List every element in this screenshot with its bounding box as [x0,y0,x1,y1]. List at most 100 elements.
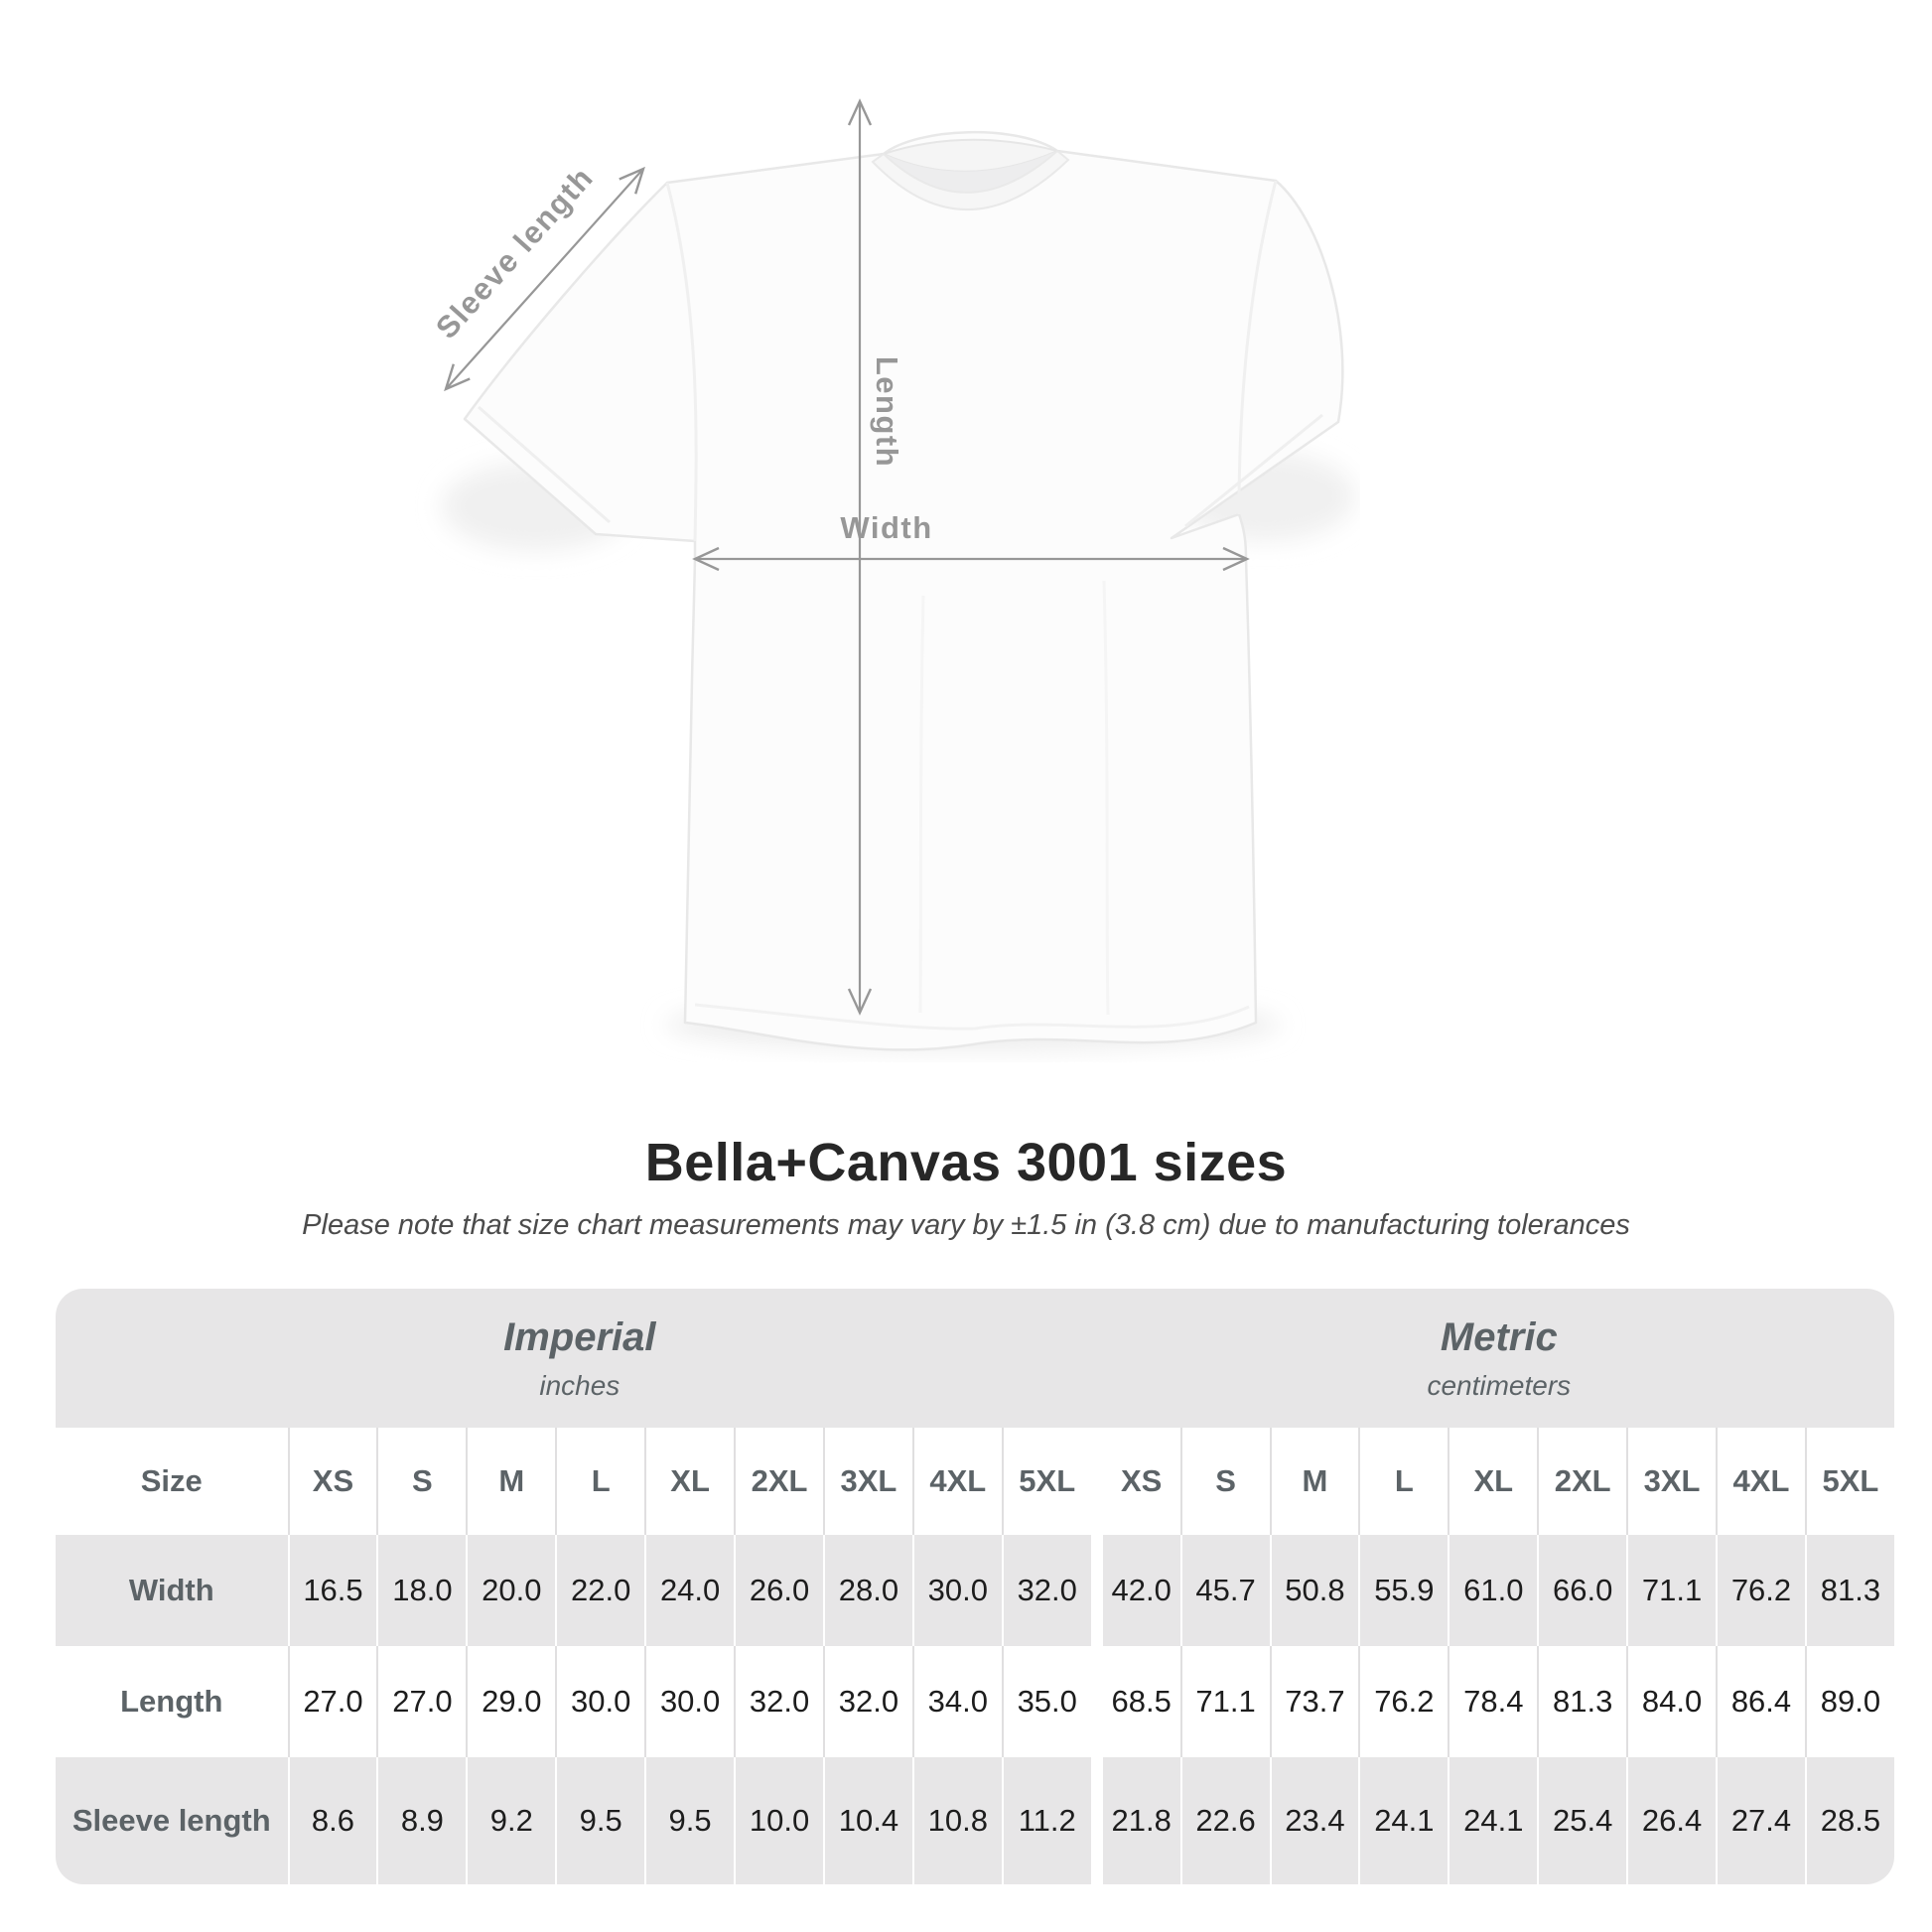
value-cell-metric: 26.4 [1626,1757,1716,1884]
value-cell-metric: 68.5 [1090,1646,1180,1757]
value-cell-metric: 78.4 [1448,1646,1537,1757]
value-cell-imperial: 28.0 [822,1535,912,1646]
length-label: Length [870,356,904,468]
value-cell-imperial: 27.0 [287,1646,377,1757]
value-cell-imperial: 26.0 [734,1535,823,1646]
value-cell-imperial: 9.5 [555,1757,644,1884]
size-header-metric-2xl: 2XL [1537,1428,1626,1535]
drape-fold [918,595,925,1014]
imperial-unit-label: inches [539,1369,621,1401]
value-cell-imperial: 24.0 [644,1535,734,1646]
tshirt-measurement-diagram: Sleeve length Length Width [429,98,1355,1051]
imperial-group-label: Imperial [503,1314,656,1359]
value-cell-imperial: 10.4 [822,1757,912,1884]
heading-block: Bella+Canvas 3001 sizes Please note that… [0,1132,1932,1242]
value-cell-metric: 22.6 [1179,1757,1270,1884]
width-row-label: Width [128,1573,214,1607]
length-row: Length 27.0 27.0 29.0 30.0 30.0 32.0 32.0 34.0 3… [56,1646,1894,1757]
size-header-imperial-xl: XL [644,1428,734,1535]
value-cell-imperial: 29.0 [466,1646,555,1757]
value-cell-metric: 86.4 [1716,1646,1805,1757]
left-armhole-seam [665,182,698,542]
imperial-group-header: Imperial inches [56,1289,1104,1428]
value-cell-imperial: 32.0 [734,1646,823,1757]
size-header-metric-xl: XL [1448,1428,1537,1535]
size-header-metric-m: M [1269,1428,1359,1535]
value-cell-metric: 84.0 [1626,1646,1716,1757]
page-title: Bella+Canvas 3001 sizes [644,1133,1288,1192]
hem-fold [694,1003,1250,1031]
unit-group-band: Imperial inches Metric centimeters [56,1289,1894,1428]
value-cell-imperial: 9.5 [644,1757,734,1884]
value-cell-imperial: 10.8 [911,1757,1002,1884]
value-cell-metric: 76.2 [1716,1535,1805,1646]
sleeve-length-arrow [444,166,645,392]
value-cell-metric: 76.2 [1358,1646,1448,1757]
value-cell-imperial: 11.2 [1001,1757,1091,1884]
value-cell-imperial: 27.0 [376,1646,466,1757]
value-cell-metric: 23.4 [1269,1757,1359,1884]
size-header-metric-xs: XS [1090,1428,1180,1535]
value-cell-metric: 89.0 [1804,1646,1894,1757]
value-cell-metric: 50.8 [1269,1535,1359,1646]
metric-group-header: Metric centimeters [1104,1289,1894,1428]
width-label: Width [840,510,932,545]
size-header-metric-s: S [1179,1428,1270,1535]
value-cell-metric: 45.7 [1179,1535,1270,1646]
tshirt-silhouette [463,131,1344,1051]
size-header-imperial-m: M [466,1428,555,1535]
value-cell-metric: 71.1 [1626,1535,1716,1646]
value-cell-imperial: 8.9 [376,1757,466,1884]
value-cell-metric: 73.7 [1269,1646,1359,1757]
length-row-label: Length [120,1684,223,1719]
size-header-imperial-s: S [376,1428,466,1535]
page-subtitle: Please note that size chart measurements… [302,1209,1630,1241]
size-header-metric-5xl: 5XL [1804,1428,1894,1535]
value-cell-metric: 81.3 [1804,1535,1894,1646]
value-cell-metric: 42.0 [1090,1535,1180,1646]
value-cell-metric: 27.4 [1716,1757,1805,1884]
size-header-imperial-4xl: 4XL [911,1428,1002,1535]
value-cell-imperial: 9.2 [466,1757,555,1884]
right-cuff-fold [1184,413,1323,528]
metric-unit-label: centimeters [1427,1369,1572,1401]
size-row-header: Size [140,1463,203,1498]
value-cell-metric: 81.3 [1537,1646,1626,1757]
value-cell-imperial: 18.0 [376,1535,466,1646]
size-header-imperial-xs: XS [287,1428,377,1535]
size-header-metric-3xl: 3XL [1626,1428,1716,1535]
value-cell-imperial: 32.0 [822,1646,912,1757]
value-cell-metric: 66.0 [1537,1535,1626,1646]
size-table: Imperial inches Metric centimeters Size … [56,1289,1894,1884]
size-header-imperial-l: L [555,1428,644,1535]
sleeve-row-label: Sleeve length [71,1803,271,1838]
size-header-imperial-2xl: 2XL [734,1428,823,1535]
size-header-imperial-5xl: 5XL [1001,1428,1091,1535]
value-cell-imperial: 32.0 [1001,1535,1091,1646]
size-header-imperial-3xl: 3XL [822,1428,912,1535]
value-cell-metric: 24.1 [1358,1757,1448,1884]
value-cell-metric: 25.4 [1537,1757,1626,1884]
value-cell-metric: 71.1 [1179,1646,1270,1757]
left-cuff-fold [478,405,611,524]
value-cell-imperial: 30.0 [555,1646,644,1757]
size-header-metric-4xl: 4XL [1716,1428,1805,1535]
value-cell-imperial: 8.6 [287,1757,377,1884]
size-header-row: Size XS S M L XL 2XL 3XL 4XL 5XL XS S M L XL 2XL 3XL 4XL… [56,1428,1894,1535]
value-cell-imperial: 34.0 [911,1646,1002,1757]
value-cell-metric: 61.0 [1448,1535,1537,1646]
value-cell-imperial: 30.0 [911,1535,1002,1646]
value-cell-imperial: 10.0 [734,1757,823,1884]
value-cell-imperial: 20.0 [466,1535,555,1646]
drape-fold [1102,580,1110,1016]
size-header-metric-l: L [1358,1428,1448,1535]
metric-group-label: Metric [1440,1314,1558,1359]
value-cell-imperial: 16.5 [287,1535,377,1646]
value-cell-metric: 21.8 [1090,1757,1180,1884]
value-cell-metric: 55.9 [1358,1535,1448,1646]
value-cell-metric: 28.5 [1804,1757,1894,1884]
neck-opening [884,151,1057,193]
sleeve-length-row: Sleeve length 8.6 8.9 9.2 9.5 9.5 10.0 10.4 10.… [56,1757,1894,1884]
width-row: Width 16.5 18.0 20.0 22.0 24.0 26.0 28.0 30.0 32… [56,1535,1894,1646]
